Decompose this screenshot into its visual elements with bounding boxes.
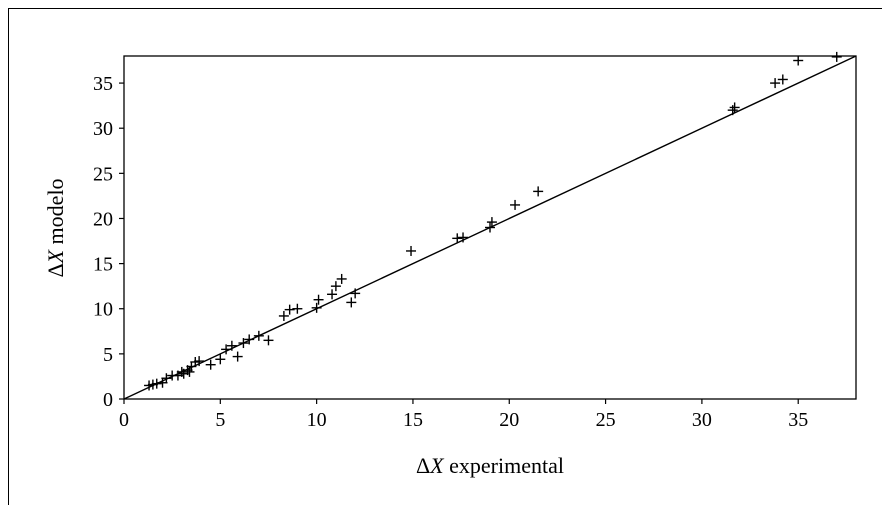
data-point (313, 294, 324, 305)
data-point (458, 232, 469, 243)
x-axis-title: ΔX experimental (416, 453, 564, 478)
data-point (292, 303, 303, 314)
x-tick-label: 15 (403, 409, 423, 431)
data-point (226, 340, 237, 351)
y-tick-label: 5 (103, 344, 113, 366)
data-point (221, 344, 232, 355)
data-point (350, 288, 361, 299)
data-point (278, 310, 289, 321)
data-point (232, 351, 243, 362)
y-tick-label: 0 (103, 389, 113, 411)
data-point (452, 233, 463, 244)
data-point (336, 273, 347, 284)
y-axis-title-text: modelo (43, 178, 68, 250)
data-point (770, 78, 781, 89)
y-tick-label: 30 (93, 118, 113, 140)
data-point (215, 354, 226, 365)
y-axis-title-variable: X (43, 248, 68, 264)
x-tick-label: 25 (596, 409, 616, 431)
data-point (727, 105, 738, 116)
data-point (205, 359, 216, 370)
y-tick-label: 15 (93, 254, 113, 276)
data-point (253, 330, 264, 341)
data-point (533, 186, 544, 197)
y-axis-title: ΔX modelo (43, 178, 68, 277)
y-tick-label: 35 (93, 73, 113, 95)
data-point (311, 302, 322, 313)
data-point (486, 217, 497, 228)
x-tick-label: 30 (692, 409, 712, 431)
data-point (327, 289, 338, 300)
x-tick-label: 10 (307, 409, 327, 431)
plot-area-border (123, 55, 857, 400)
x-axis-title-delta: Δ (416, 453, 430, 478)
x-tick-label: 0 (119, 409, 129, 431)
x-axis-title-variable: X (429, 453, 445, 478)
data-point (406, 245, 417, 256)
data-point (831, 51, 842, 62)
data-point (330, 281, 341, 292)
y-axis-title-delta: Δ (43, 263, 68, 277)
x-tick-label: 20 (499, 409, 519, 431)
y-tick-label: 10 (93, 299, 113, 321)
data-point (263, 335, 274, 346)
data-point (284, 304, 295, 315)
y-tick-label: 20 (93, 208, 113, 230)
data-point (777, 74, 788, 85)
data-point (244, 334, 255, 345)
data-points-group (144, 51, 842, 391)
x-tick-label: 5 (215, 409, 225, 431)
data-point (238, 338, 249, 349)
data-point (485, 222, 495, 233)
data-point (729, 102, 740, 113)
figure-frame (8, 8, 882, 505)
y-tick-label: 25 (93, 163, 113, 185)
data-point (510, 199, 521, 210)
x-axis-ticks: 0 5 10 15 20 25 30 35 (119, 399, 808, 431)
data-point (161, 373, 172, 384)
x-axis-title-text: experimental (444, 453, 564, 478)
data-point (194, 356, 205, 367)
data-point (793, 55, 804, 66)
x-tick-label: 35 (788, 409, 808, 431)
y-axis-ticks: 0 5 10 15 20 25 30 35 (93, 73, 124, 411)
data-point (151, 378, 162, 389)
data-point (346, 297, 357, 308)
data-point (184, 366, 195, 377)
